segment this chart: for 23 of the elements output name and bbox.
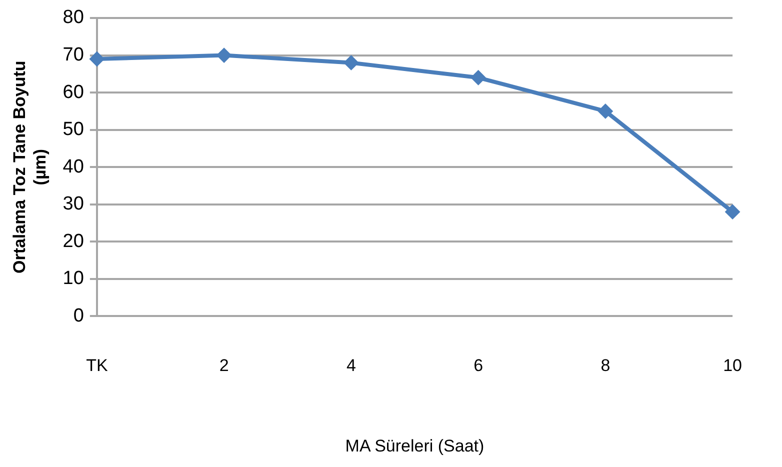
point: [725, 204, 740, 220]
x-tick-label: 6: [474, 356, 484, 376]
x-tick-label: 4: [346, 356, 356, 376]
y-tick-label: 80: [62, 7, 84, 28]
point: [344, 55, 359, 70]
y-tick-label: 30: [62, 194, 84, 215]
x-tick-label: TK: [86, 356, 108, 376]
y-tick-label: 60: [62, 82, 84, 103]
y-tick-label: 10: [62, 268, 84, 290]
y-tick-label: 50: [62, 119, 84, 140]
point: [470, 70, 486, 86]
x-tick-label: 8: [600, 356, 610, 376]
x-axis-title: MA Süreleri (Saat): [345, 436, 484, 456]
y-tick-label: 70: [62, 44, 84, 66]
point: [598, 104, 613, 119]
y-tick-label: 0: [73, 305, 84, 326]
x-tick-label: 10: [723, 356, 742, 376]
x-tick-label: 2: [219, 356, 229, 376]
y-axis-title: Ortalama Toz Tane Boyutu (µm): [10, 60, 50, 274]
point: [89, 52, 104, 67]
point: [216, 48, 232, 63]
y-tick-label: 20: [62, 230, 84, 252]
y-tick-label: 40: [62, 156, 84, 178]
